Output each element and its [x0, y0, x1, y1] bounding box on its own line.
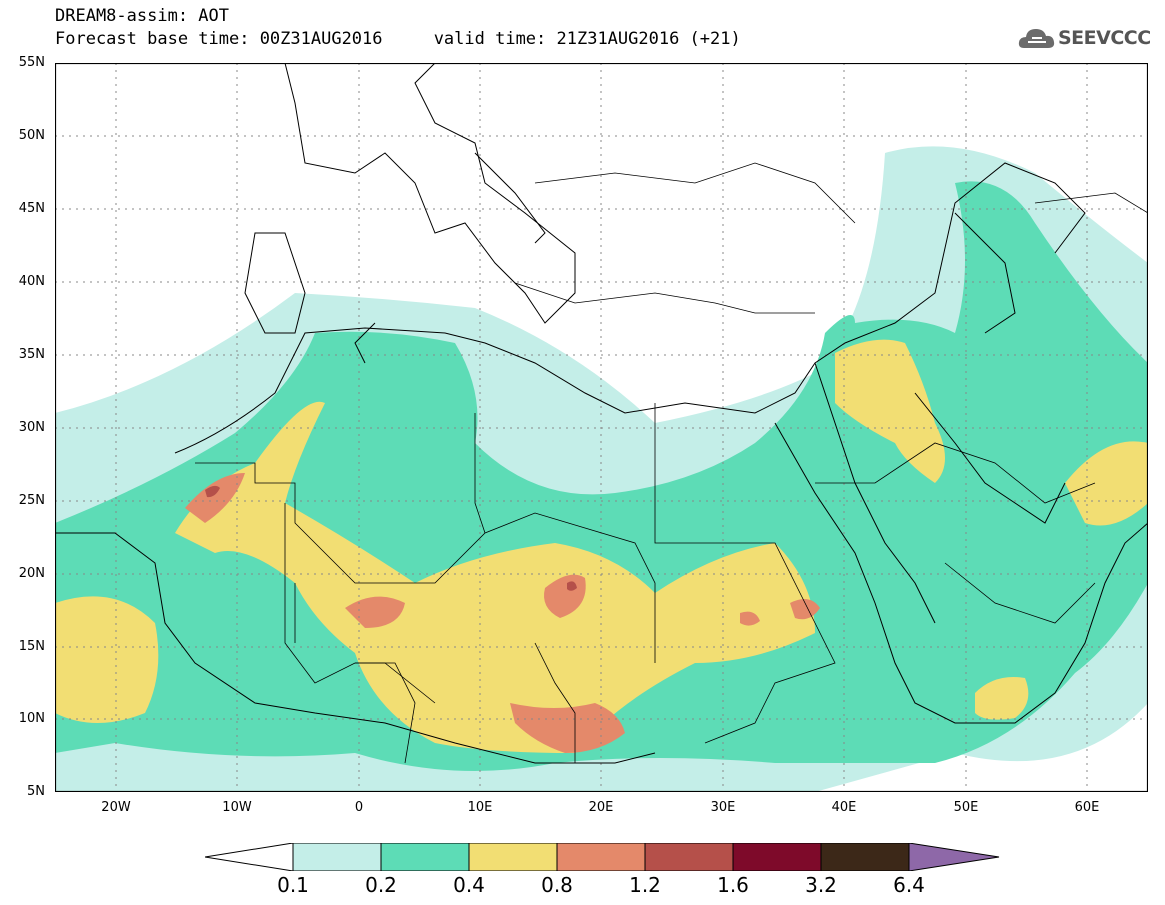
- colorbar-swatch: [732, 843, 822, 871]
- lat-tick-label: 30N: [18, 420, 45, 435]
- aot-band-08: [345, 596, 405, 628]
- borders: [195, 162, 1148, 764]
- colorbar-under-arrow: [205, 843, 294, 871]
- colorbar-label: 1.2: [629, 873, 661, 897]
- lat-tick-label: 40N: [18, 274, 45, 289]
- colorbar-swatch: [468, 843, 558, 871]
- aot-band-08: [790, 599, 820, 620]
- lon-tick-label: 40E: [831, 800, 857, 815]
- lat-tick-label: 20N: [18, 566, 45, 581]
- colorbar-swatch: [644, 843, 734, 871]
- colorbar-over-arrow: [908, 843, 1000, 871]
- colorbar-label: 0.8: [541, 873, 573, 897]
- lat-tick-label: 55N: [18, 55, 45, 70]
- colorbar-label: 0.1: [277, 873, 309, 897]
- lat-tick-label: 25N: [18, 493, 45, 508]
- graticule: [55, 63, 1148, 792]
- map-title: DREAM8-assim: AOT: [55, 6, 229, 26]
- colorbar-label: 3.2: [805, 873, 837, 897]
- aot-band-08: [510, 703, 625, 753]
- forecast-time-line: Forecast base time: 00Z31AUG2016 valid t…: [55, 29, 741, 49]
- colorbar-label: 0.2: [365, 873, 397, 897]
- aot-band-08: [185, 473, 245, 523]
- colorbar-swatch: [820, 843, 910, 871]
- aot-band-12: [205, 485, 220, 498]
- cloud-logo-icon: [1018, 29, 1055, 48]
- lat-tick-label: 10N: [18, 711, 45, 726]
- aot-band-04: [55, 596, 159, 723]
- lat-tick-label: 5N: [27, 784, 45, 799]
- colorbar-label: 1.6: [717, 873, 749, 897]
- aot-map: [55, 63, 1148, 792]
- lon-tick-label: 0: [354, 800, 364, 815]
- lon-tick-label: 30E: [710, 800, 736, 815]
- colorbar-label: 0.4: [453, 873, 485, 897]
- logo-text: SEEVCCC: [1058, 27, 1151, 49]
- lat-tick-label: 50N: [18, 128, 45, 143]
- colorbar-swatch: [292, 843, 382, 871]
- coastlines: [55, 63, 1148, 764]
- lon-tick-label: 60E: [1074, 800, 1100, 815]
- colorbar-label: 6.4: [893, 873, 925, 897]
- lon-tick-label: 20W: [101, 800, 131, 815]
- lon-tick-label: 50E: [953, 800, 979, 815]
- aot-band-08: [740, 611, 760, 626]
- colorbar-swatch: [380, 843, 470, 871]
- aot-band-04: [975, 677, 1029, 720]
- lat-tick-label: 15N: [18, 639, 45, 654]
- lat-tick-label: 35N: [18, 347, 45, 362]
- aot-band-04: [175, 401, 815, 753]
- colorbar-legend: [205, 843, 1000, 871]
- aot-band-04: [1065, 441, 1148, 526]
- aot-band-12: [567, 581, 577, 591]
- lon-tick-label: 20E: [588, 800, 614, 815]
- aot-band-04: [835, 339, 945, 483]
- lon-tick-label: 10E: [467, 800, 493, 815]
- lat-tick-label: 45N: [18, 201, 45, 216]
- lon-tick-label: 10W: [222, 800, 252, 815]
- colorbar-swatch: [556, 843, 646, 871]
